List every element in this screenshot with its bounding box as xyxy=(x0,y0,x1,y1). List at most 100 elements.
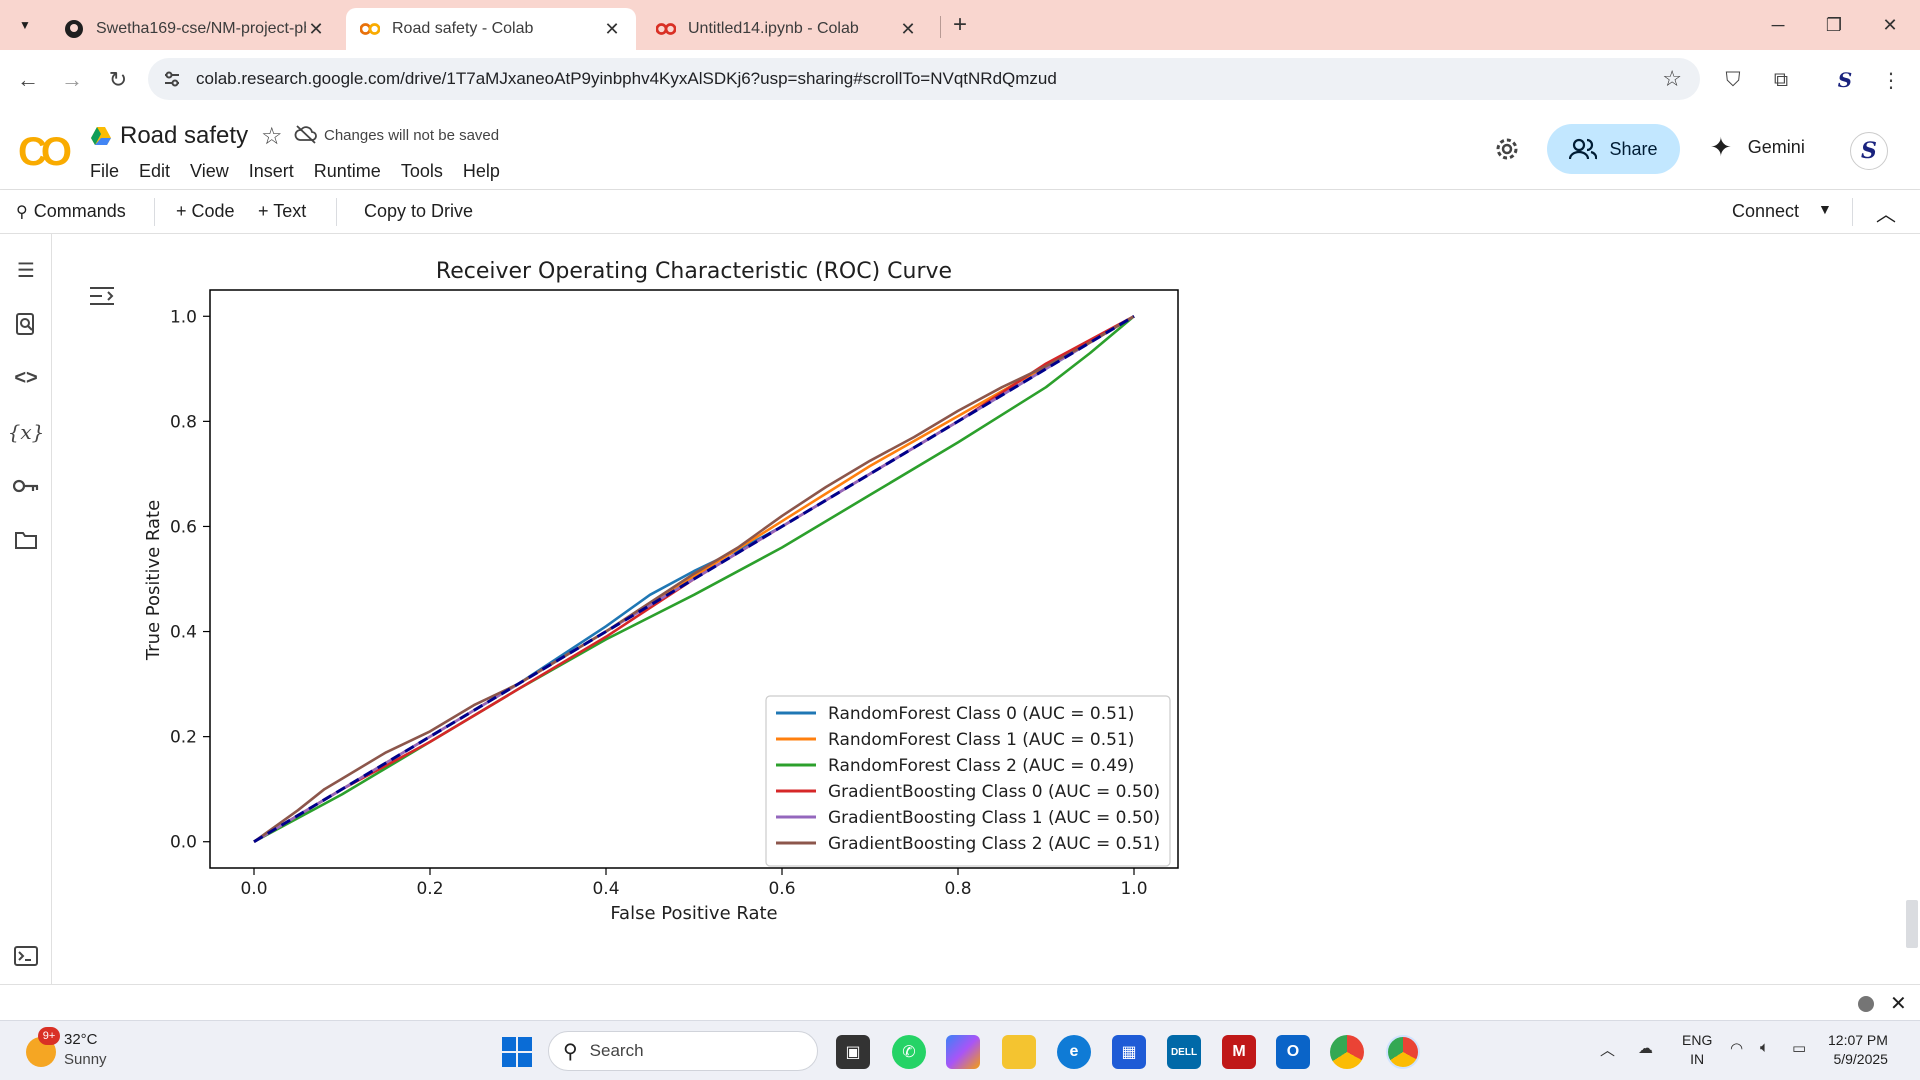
settings-gear-icon[interactable] xyxy=(1492,134,1522,169)
onedrive-icon[interactable]: ☁ xyxy=(1638,1040,1653,1057)
colab-logo[interactable]: CO xyxy=(18,130,72,174)
add-code-button[interactable]: + Code xyxy=(176,201,235,221)
y-tick-label: 0.4 xyxy=(170,623,197,643)
copilot-icon[interactable] xyxy=(946,1035,980,1069)
menu-bar: File Edit View Insert Runtime Tools Help xyxy=(90,161,520,182)
volume-icon[interactable]: 🔈︎ xyxy=(1760,1039,1770,1056)
toolbar-divider xyxy=(1852,198,1853,226)
whatsapp-icon[interactable]: ✆ xyxy=(892,1035,926,1069)
system-clock[interactable]: 12:07 PM 5/9/2025 xyxy=(1828,1031,1888,1069)
status-indicator-icon xyxy=(1858,996,1874,1012)
colab-header: CO Road safety ☆ Changes will not be sav… xyxy=(0,108,1920,190)
gemini-button[interactable]: ✦ Gemini xyxy=(1710,132,1805,163)
windows-start-button[interactable] xyxy=(502,1037,532,1067)
restore-icon: ❐ xyxy=(1825,14,1843,35)
tab-untitled14[interactable]: Untitled14.ipynb - Colab ✕ xyxy=(642,8,932,50)
site-settings-icon[interactable] xyxy=(162,69,182,94)
variables-icon[interactable]: {x} xyxy=(7,420,45,444)
minimize-button[interactable]: ─ xyxy=(1758,10,1798,40)
find-replace-icon[interactable] xyxy=(10,308,42,340)
reload-button[interactable]: ↻ xyxy=(102,64,134,96)
taskbar-search[interactable]: ⚲ Search xyxy=(548,1031,818,1071)
avatar: S xyxy=(1837,68,1853,92)
kebab-menu-icon: ⋮ xyxy=(1881,69,1901,92)
clock-date: 5/9/2025 xyxy=(1833,1051,1888,1067)
extensions-button[interactable]: ⧉ xyxy=(1764,63,1798,97)
menu-file[interactable]: File xyxy=(90,161,120,181)
close-icon[interactable]: ✕ xyxy=(1890,993,1907,1015)
table-of-contents-icon[interactable]: ☰ xyxy=(17,259,35,282)
share-button[interactable]: Share xyxy=(1547,124,1680,174)
menu-edit[interactable]: Edit xyxy=(139,161,171,181)
search-icon: ⚲ xyxy=(16,203,28,221)
wifi-icon[interactable]: ◠ xyxy=(1730,1040,1744,1057)
address-bar-row: ← → ↻ colab.research.google.com/drive/1T… xyxy=(0,50,1920,108)
connect-button[interactable]: Connect xyxy=(1732,201,1800,221)
omnibox[interactable]: colab.research.google.com/drive/1T7aMJxa… xyxy=(148,58,1700,100)
notebook-title[interactable]: Road safety xyxy=(120,122,249,149)
close-window-button[interactable]: ✕ xyxy=(1870,10,1910,40)
scrollbar-thumb[interactable] xyxy=(1906,900,1918,948)
menu-runtime[interactable]: Runtime xyxy=(313,161,381,181)
edge-icon[interactable]: e xyxy=(1057,1035,1091,1069)
add-text-button[interactable]: + Text xyxy=(258,201,307,221)
outlook-icon[interactable]: O xyxy=(1276,1035,1310,1069)
tab-search-button[interactable]: ▼ xyxy=(10,10,40,40)
google-drive-icon[interactable] xyxy=(90,126,112,151)
menu-tools[interactable]: Tools xyxy=(400,161,443,181)
profile-button[interactable]: S xyxy=(1828,63,1862,97)
save-status: Changes will not be saved xyxy=(324,127,500,144)
terminal-icon[interactable] xyxy=(10,940,42,972)
tab-github[interactable]: Swetha169-cse/NM-project-ph ✕ xyxy=(50,8,340,50)
mcafee-icon[interactable]: M xyxy=(1222,1035,1256,1069)
chrome-icon[interactable] xyxy=(1330,1035,1364,1069)
browser-menu-button[interactable]: ⋮ xyxy=(1874,63,1908,97)
chrome-profile-icon[interactable] xyxy=(1386,1035,1420,1069)
close-icon[interactable]: ✕ xyxy=(604,18,620,39)
battery-icon[interactable]: ▭ xyxy=(1792,1040,1807,1057)
shield-icon: ⛉ xyxy=(1725,68,1741,91)
menu-help[interactable]: Help xyxy=(462,161,500,181)
legend-label: RandomForest Class 0 (AUC = 0.51) xyxy=(828,704,1134,724)
left-sidebar: ☰ <> {x} xyxy=(0,234,52,984)
windows-taskbar: 9+ 32°C Sunny ⚲ Search ▣ ✆ e ▦ DELL M O … xyxy=(0,1020,1920,1080)
gemini-sparkle-icon: ✦ xyxy=(1710,132,1732,162)
language-code: ENG xyxy=(1682,1032,1713,1048)
close-icon[interactable]: ✕ xyxy=(900,18,916,39)
back-button[interactable]: ← xyxy=(12,64,44,96)
task-view-icon[interactable]: ▣ xyxy=(836,1035,870,1069)
github-icon xyxy=(64,19,84,39)
x-tick-label: 0.4 xyxy=(592,879,619,899)
search-label: Search xyxy=(589,1041,644,1060)
copy-to-drive-button[interactable]: Copy to Drive xyxy=(364,201,474,221)
code-snippets-icon[interactable]: <> xyxy=(14,366,38,389)
star-notebook-icon[interactable]: ☆ xyxy=(261,123,283,150)
bookmark-star-icon[interactable]: ☆ xyxy=(1662,66,1682,91)
shield-extension-button[interactable]: ⛉ xyxy=(1716,63,1750,97)
close-icon[interactable]: ✕ xyxy=(308,18,324,39)
browser-tab-bar: ▼ Swetha169-cse/NM-project-ph ✕ Road saf… xyxy=(0,0,1920,50)
account-avatar[interactable]: S xyxy=(1850,132,1888,170)
language-indicator[interactable]: ENG IN xyxy=(1682,1031,1712,1069)
notebook-toolbar: ⚲ Commands + Code + Text Copy to Drive C… xyxy=(0,190,1920,234)
restore-button[interactable]: ❐ xyxy=(1814,10,1854,40)
weather-condition: Sunny xyxy=(64,1051,107,1068)
collapse-header-icon[interactable]: ︿ xyxy=(1876,204,1896,226)
y-tick-label: 1.0 xyxy=(170,307,197,327)
microsoft-store-icon[interactable]: ▦ xyxy=(1112,1035,1146,1069)
output-actions-icon[interactable] xyxy=(88,284,116,313)
connect-dropdown-icon[interactable]: ▼ xyxy=(1818,201,1832,217)
dell-icon[interactable]: DELL xyxy=(1167,1035,1201,1069)
menu-insert[interactable]: Insert xyxy=(248,161,294,181)
roc-series-line-5 xyxy=(253,315,1135,843)
minimize-icon: ─ xyxy=(1771,14,1785,35)
secrets-key-icon[interactable] xyxy=(10,470,42,502)
menu-view[interactable]: View xyxy=(190,161,229,181)
forward-button[interactable]: → xyxy=(56,64,88,96)
commands-button[interactable]: ⚲ Commands xyxy=(16,201,126,222)
new-tab-button[interactable]: + xyxy=(940,10,980,40)
chevron-up-icon[interactable]: ︿ xyxy=(1600,1042,1616,1059)
tab-road-safety[interactable]: Road safety - Colab ✕ xyxy=(346,8,636,50)
file-explorer-icon[interactable] xyxy=(1002,1035,1036,1069)
files-folder-icon[interactable] xyxy=(10,524,42,556)
